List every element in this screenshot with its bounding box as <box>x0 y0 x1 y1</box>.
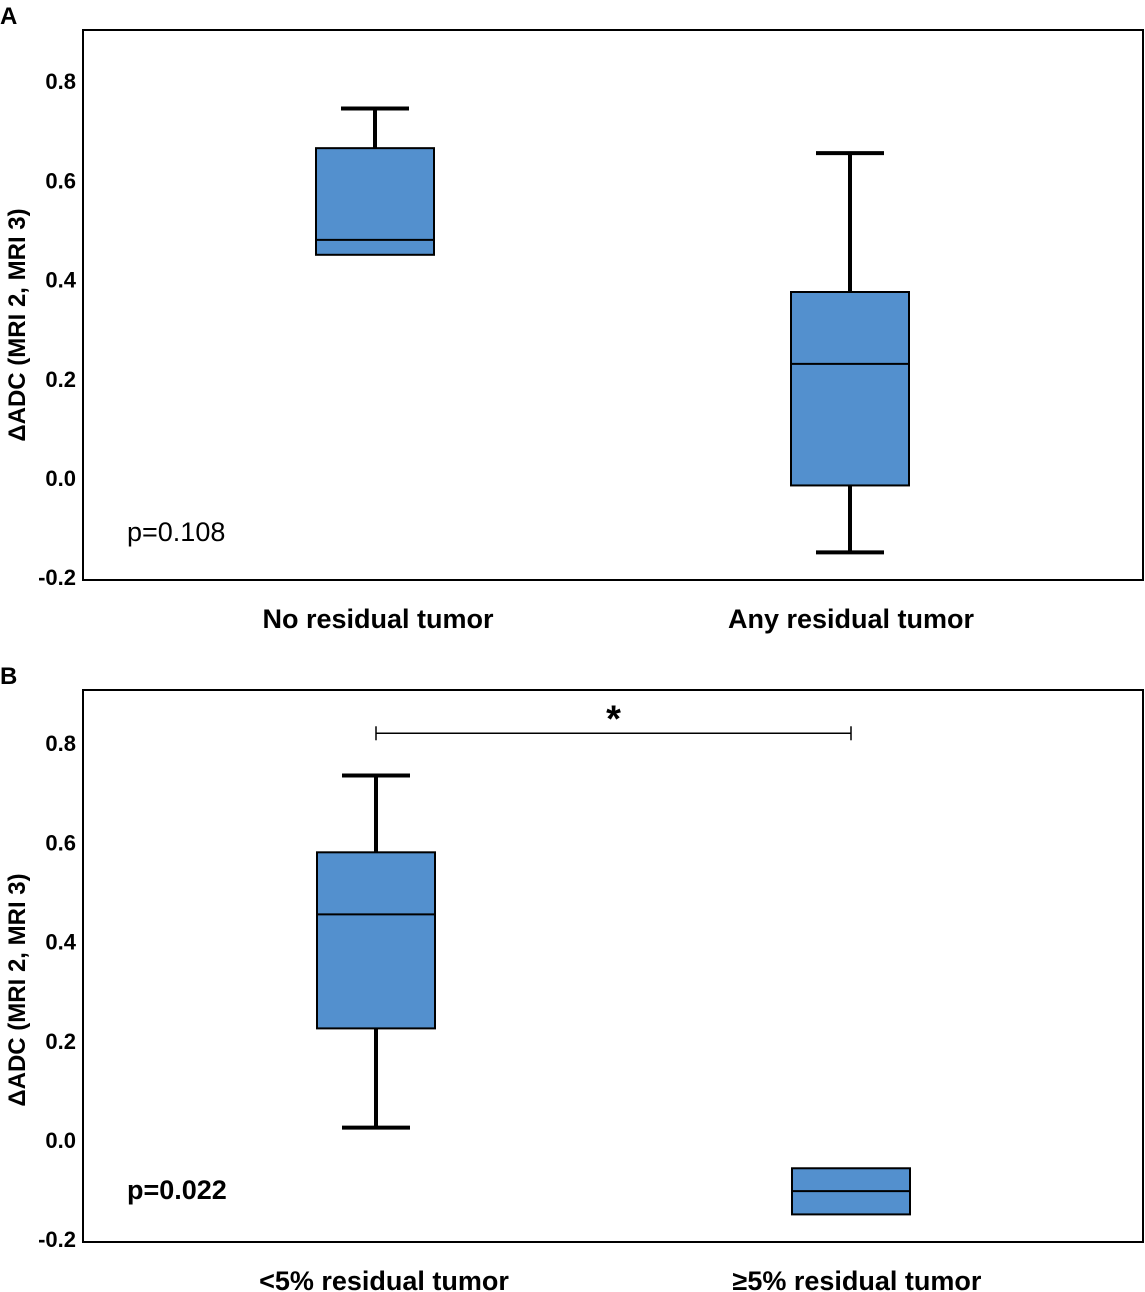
panel-b-ytick: 0.0 <box>45 1128 76 1153</box>
panel-b-significance-bracket: * <box>375 698 852 741</box>
panel-a-ytick: 0.2 <box>45 367 76 392</box>
panel-b-y-axis-label: ΔADC (MRI 2, MRI 3) <box>4 873 31 1106</box>
panel-b-ytick: 0.8 <box>45 731 76 756</box>
panel-a-ytick: -0.2 <box>38 565 76 590</box>
panel-b-plot-frame <box>82 689 1144 1243</box>
panel-b-label: B <box>0 663 17 690</box>
panel-b-ytick: 0.2 <box>45 1029 76 1054</box>
panel-a-box <box>790 291 910 487</box>
panel-b-box <box>316 851 436 1030</box>
panel-a-y-ticks: 0.8 0.6 0.4 0.2 0.0 -0.2 <box>38 69 77 590</box>
panel-b: B ΔADC (MRI 2, MRI 3) 0.8 0.6 0.4 0.2 0.… <box>0 663 1144 1292</box>
panel-a-category-label: Any residual tumor <box>728 604 975 634</box>
panel-a-category-label: No residual tumor <box>262 604 494 634</box>
panel-b-y-ticks: 0.8 0.6 0.4 0.2 0.0 -0.2 <box>38 731 77 1252</box>
panel-a-label: A <box>0 3 17 30</box>
panel-a-box <box>315 147 435 256</box>
panel-b-category-label: ≥5% residual tumor <box>733 1266 982 1292</box>
panel-a-y-axis-label: ΔADC (MRI 2, MRI 3) <box>4 208 31 441</box>
panel-a: A ΔADC (MRI 2, MRI 3) 0.8 0.6 0.4 0.2 0.… <box>0 3 1144 634</box>
panel-b-ytick: 0.4 <box>45 930 76 955</box>
panel-a-ytick: 0.8 <box>45 69 76 94</box>
panel-a-ytick: 0.4 <box>45 268 76 293</box>
panel-a-ytick: 0.6 <box>45 168 76 193</box>
panel-b-boxes <box>316 773 911 1216</box>
panel-a-boxes <box>315 106 910 555</box>
panel-a-p-value: p=0.108 <box>127 517 225 547</box>
panel-a-ytick: 0.0 <box>45 466 76 491</box>
panel-b-category-label: <5% residual tumor <box>259 1266 509 1292</box>
significance-star: * <box>606 698 621 740</box>
panel-b-p-value: p=0.022 <box>127 1175 227 1205</box>
panel-b-ytick: 0.6 <box>45 830 76 855</box>
panel-b-ytick: -0.2 <box>38 1227 76 1252</box>
panel-a-plot-frame <box>82 29 1144 581</box>
